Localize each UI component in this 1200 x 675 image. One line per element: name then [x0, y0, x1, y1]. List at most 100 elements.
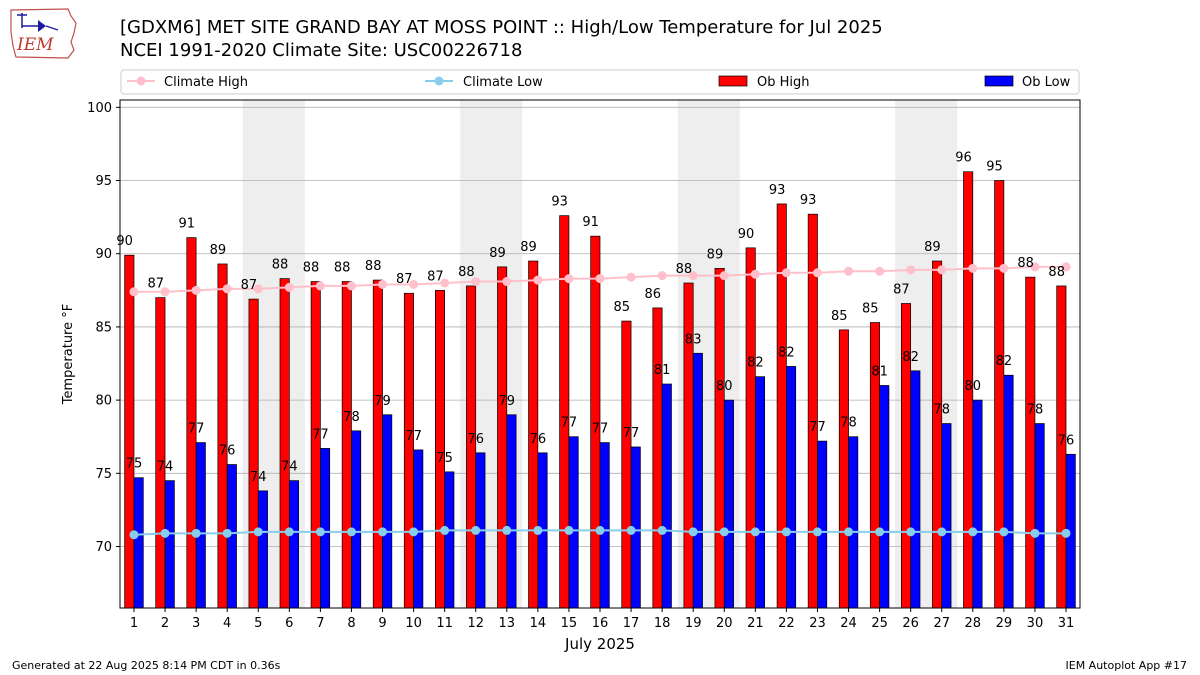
- x-tick-label: 6: [285, 616, 293, 631]
- ob-low-value-label: 76: [1058, 433, 1075, 448]
- ob-high-value-label: 90: [116, 234, 133, 249]
- ob-low-bar: [941, 423, 952, 609]
- ob-low-bar: [288, 480, 299, 609]
- ob-low-bar: [786, 366, 797, 609]
- x-tick-label: 4: [223, 616, 231, 631]
- ob-high-value-label: 93: [769, 183, 786, 198]
- climate-low-point: [191, 528, 201, 538]
- ob-low-value-label: 77: [561, 416, 578, 431]
- climate-high-point: [160, 287, 170, 297]
- climate-low-point: [160, 528, 170, 538]
- climate-low-point: [750, 527, 760, 537]
- ob-high-value-label: 88: [676, 262, 693, 277]
- ob-low-value-label: 80: [965, 379, 982, 394]
- ob-low-bar: [444, 471, 455, 609]
- climate-low-point: [844, 527, 854, 537]
- x-tick-label: 5: [254, 616, 262, 631]
- climate-high-point: [626, 272, 636, 282]
- ob-low-value-label: 74: [281, 460, 298, 475]
- ob-high-bar: [124, 254, 135, 609]
- ob-low-value-label: 82: [778, 345, 795, 360]
- climate-high-point: [564, 274, 574, 284]
- ob-low-value-label: 74: [157, 460, 174, 475]
- ob-high-bar: [745, 247, 756, 609]
- ob-high-value-label: 89: [489, 246, 506, 261]
- ob-low-value-label: 77: [312, 427, 329, 442]
- climate-low-point: [440, 525, 450, 535]
- ob-low-bar: [382, 414, 393, 609]
- ob-low-value-label: 81: [871, 364, 888, 379]
- ob-low-bar: [195, 442, 206, 609]
- x-tick-label: 17: [623, 616, 640, 631]
- climate-low-point: [999, 527, 1009, 537]
- ob-low-value-label: 75: [126, 457, 143, 472]
- ob-high-bar: [1025, 276, 1036, 609]
- ob-high-bar: [838, 329, 849, 609]
- generated-timestamp: Generated at 22 Aug 2025 8:14 PM CDT in …: [12, 659, 281, 672]
- ob-high-value-label: 85: [831, 309, 848, 324]
- ob-high-value-label: 86: [645, 287, 662, 302]
- climate-high-point: [595, 274, 605, 284]
- ob-high-bar: [776, 203, 787, 609]
- ob-high-value-label: 89: [707, 247, 724, 262]
- climate-low-point: [595, 525, 605, 535]
- x-tick-label: 13: [499, 616, 516, 631]
- ob-high-value-label: 95: [986, 160, 1003, 175]
- ob-low-bar: [1034, 423, 1045, 609]
- ob-high-value-label: 87: [147, 277, 164, 292]
- legend-climate-high-label: Climate High: [164, 75, 248, 90]
- ob-high-value-label: 93: [551, 195, 568, 210]
- ob-low-value-label: 77: [809, 420, 826, 435]
- legend-climate-low-label: Climate Low: [463, 75, 543, 90]
- legend-ob-low-label: Ob Low: [1022, 75, 1071, 90]
- ob-high-value-label: 88: [1048, 265, 1065, 280]
- climate-low-point: [253, 527, 263, 537]
- climate-low-point: [968, 527, 978, 537]
- climate-low-point: [812, 527, 822, 537]
- climate-high-point: [719, 271, 729, 281]
- x-tick-label: 20: [716, 616, 733, 631]
- climate-high-point: [657, 271, 667, 281]
- climate-low-point: [222, 528, 232, 538]
- x-tick-label: 16: [592, 616, 609, 631]
- ob-high-value-label: 89: [210, 243, 227, 258]
- ob-high-bar: [310, 281, 321, 609]
- ob-high-bar: [403, 292, 414, 609]
- ob-high-value-label: 90: [738, 227, 755, 242]
- ob-low-value-label: 78: [933, 403, 950, 418]
- ob-low-bar: [723, 399, 734, 609]
- legend-climate-low-marker: [434, 76, 444, 86]
- ob-high-value-label: 88: [334, 261, 351, 276]
- ob-high-value-label: 88: [365, 259, 382, 274]
- climate-high-point: [471, 277, 481, 287]
- climate-high-point: [906, 265, 916, 275]
- legend-ob-high-swatch: [718, 75, 748, 87]
- climate-low-point: [129, 530, 139, 540]
- ob-high-value-label: 96: [955, 151, 972, 166]
- x-tick-label: 21: [747, 616, 764, 631]
- chart-title: [GDXM6] MET SITE GRAND BAY AT MOSS POINT…: [120, 17, 883, 38]
- x-tick-label: 1: [130, 616, 138, 631]
- x-axis-title: July 2025: [564, 635, 635, 653]
- x-tick-label: 12: [467, 616, 484, 631]
- x-tick-label: 30: [1027, 616, 1044, 631]
- ob-low-bar: [754, 376, 766, 609]
- ob-high-bar: [714, 268, 725, 609]
- legend-ob-high-label: Ob High: [757, 75, 810, 90]
- ob-low-value-label: 76: [530, 432, 547, 447]
- ob-high-bar: [466, 285, 477, 609]
- ob-high-bar: [248, 298, 259, 609]
- climate-high-point: [781, 268, 791, 278]
- climate-high-point: [129, 287, 139, 297]
- ob-high-value-label: 85: [613, 300, 630, 315]
- ob-high-bar: [621, 320, 632, 609]
- ob-low-value-label: 79: [374, 394, 391, 409]
- ob-low-bar: [1003, 374, 1014, 609]
- climate-low-point: [502, 525, 512, 535]
- x-tick-label: 24: [840, 616, 857, 631]
- ob-high-value-label: 88: [303, 261, 320, 276]
- climate-low-point: [533, 525, 543, 535]
- ob-low-bar: [568, 436, 579, 609]
- ob-high-bar: [155, 297, 166, 609]
- climate-low-point: [346, 527, 356, 537]
